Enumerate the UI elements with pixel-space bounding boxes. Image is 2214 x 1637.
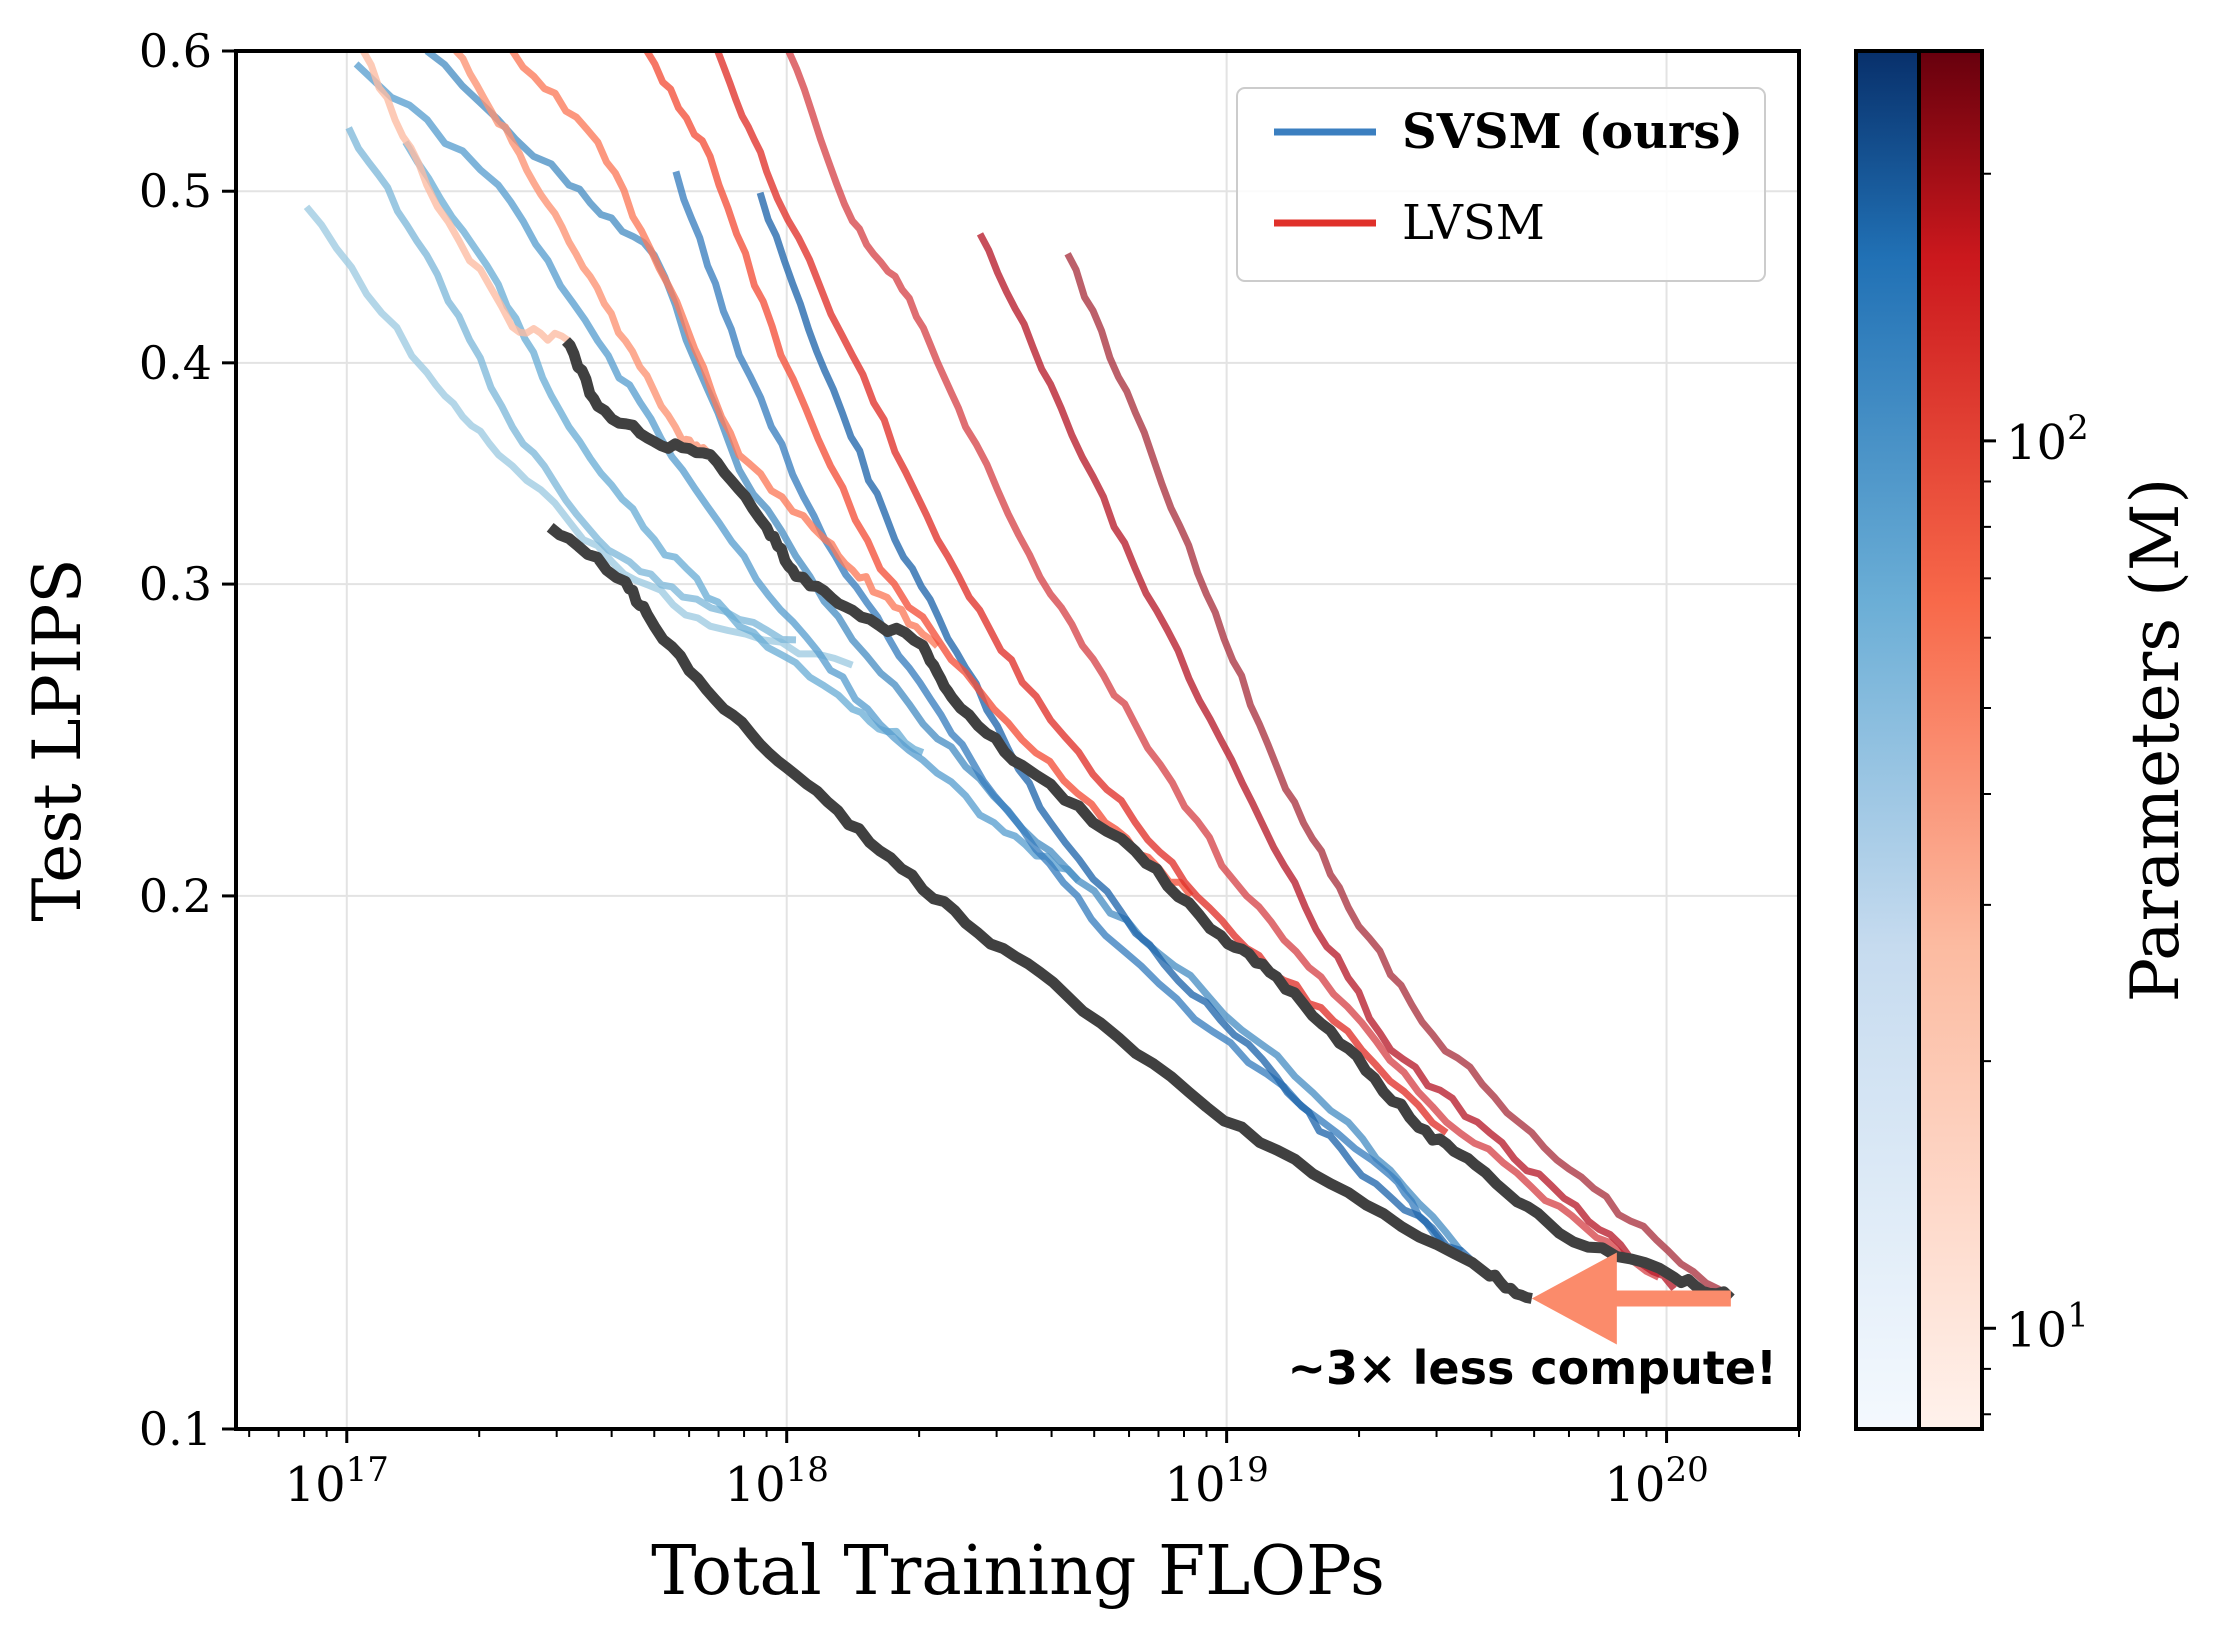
series-line-lvsm xyxy=(1064,252,1734,1302)
series-line-svsm xyxy=(303,204,854,669)
series-line-lvsm xyxy=(453,51,713,458)
legend-label-lvsm: LVSM xyxy=(1402,195,1545,251)
series-line-lvsm xyxy=(360,51,571,344)
series-line-lvsm xyxy=(785,51,1661,1281)
plot-frame xyxy=(234,49,1801,1431)
y-tick-label: 0.2 xyxy=(139,869,212,923)
y-tick-label: 0.4 xyxy=(139,336,212,390)
axes: 1017 1018 1019 1020 0.1 0.2 0.3 0.4 0.5 0.6 xyxy=(139,24,1800,1513)
series-line-svsm xyxy=(756,191,1478,1267)
x-tick-label: 1017 xyxy=(285,1450,389,1513)
y-axis-label: Test LPIPS xyxy=(19,558,96,921)
series-line-svsm xyxy=(345,126,797,644)
series-line-svsm xyxy=(402,140,925,756)
colorbar-tick-label: 101 xyxy=(2006,1295,2089,1358)
y-tick-label: 0.6 xyxy=(139,24,212,78)
legend-label-svsm: SVSM (ours) xyxy=(1402,104,1743,160)
annotation: ~3× less compute! xyxy=(1288,1252,1778,1395)
series-line-lvsm xyxy=(714,51,1449,1136)
y-tick-label: 0.3 xyxy=(139,557,212,611)
colorbar-ticks: 101 102 xyxy=(1982,172,2089,1416)
x-tick-label: 1019 xyxy=(1164,1450,1268,1513)
frontier-line-lvsm-frontier xyxy=(562,337,1735,1303)
colorbar-tick-label: 102 xyxy=(2006,408,2089,471)
frontier-line-svsm-frontier xyxy=(546,523,1533,1304)
series-line-lvsm xyxy=(509,51,940,649)
x-tick-label: 1020 xyxy=(1604,1450,1708,1513)
series-line-svsm xyxy=(424,51,1464,1254)
y-tick-label: 0.1 xyxy=(139,1402,212,1456)
series-line-lvsm xyxy=(643,51,1194,899)
colorbar-label: Parameters (M) xyxy=(2117,478,2194,1002)
x-tick-label: 1018 xyxy=(725,1450,829,1513)
series-line-lvsm xyxy=(976,232,1677,1292)
series-lines xyxy=(303,51,1735,1304)
colorbar-reds xyxy=(1919,51,1982,1429)
annotation-text: ~3× less compute! xyxy=(1288,1341,1778,1395)
colorbar-blues xyxy=(1856,51,1919,1429)
series-line-svsm xyxy=(672,170,1450,1254)
annotation-arrow-head xyxy=(1531,1252,1617,1345)
legend-box xyxy=(1236,87,1766,282)
y-tick-label: 0.5 xyxy=(139,164,212,218)
legend: SVSM (ours) LVSM xyxy=(1236,87,1766,282)
series-line-svsm xyxy=(353,61,1081,884)
colorbar: 101 102 Parameters (M) xyxy=(1854,49,2194,1431)
x-axis-label: Total Training FLOPs xyxy=(651,1532,1385,1611)
